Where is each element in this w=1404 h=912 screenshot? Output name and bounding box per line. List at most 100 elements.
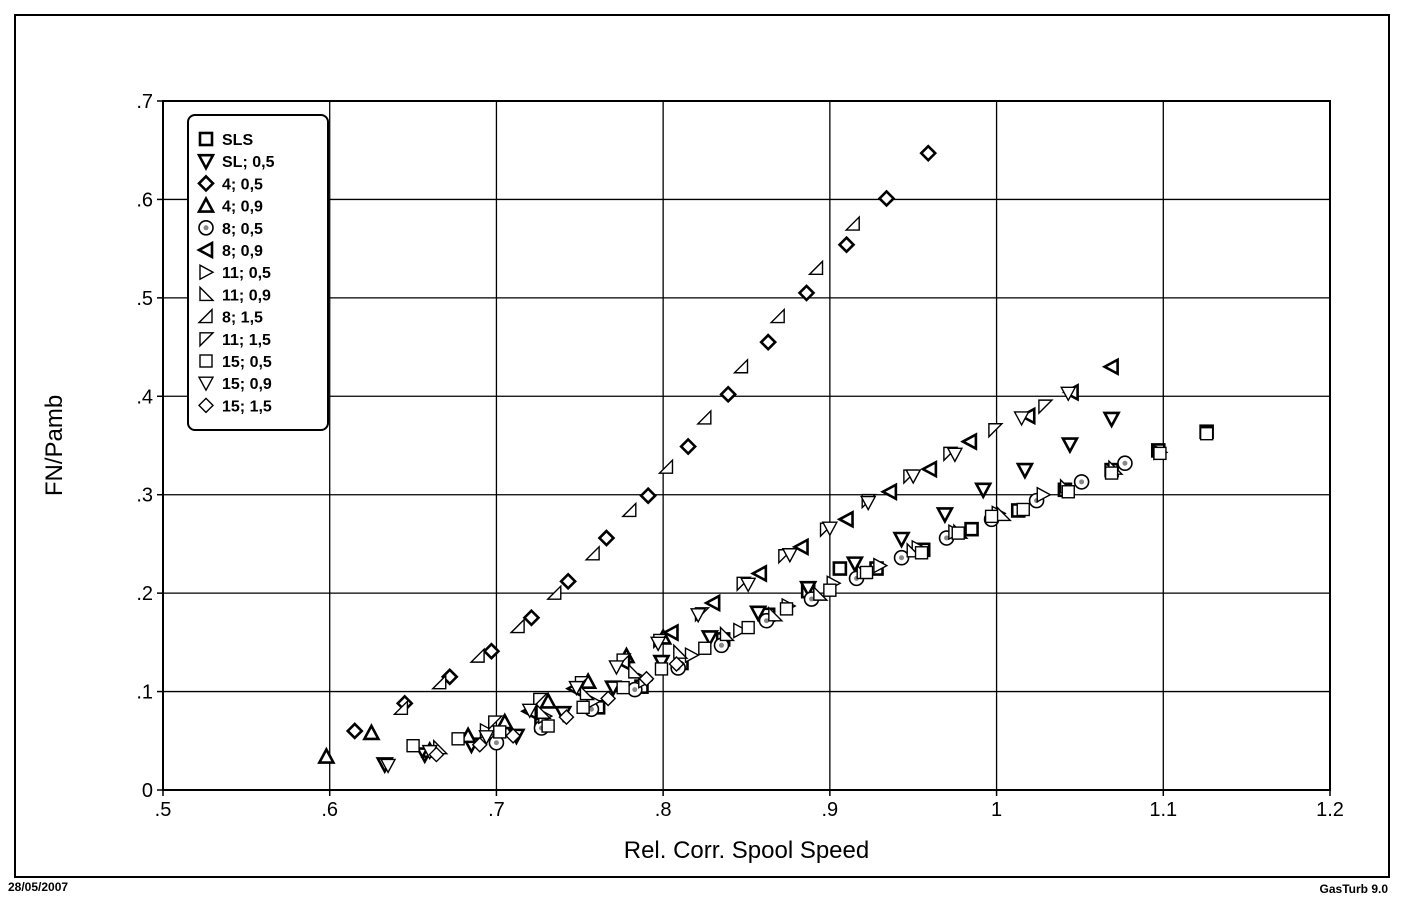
footer-date: 28/05/2007 bbox=[8, 880, 69, 894]
x-tick-label: 1.2 bbox=[1316, 799, 1344, 821]
data-point-series-8 bbox=[769, 307, 785, 324]
legend-entry: 15; 0,9 bbox=[222, 376, 272, 393]
legend-entry: 8; 0,9 bbox=[222, 243, 263, 260]
data-point-series-6 bbox=[1036, 486, 1052, 503]
data-point-series-5 bbox=[661, 623, 679, 642]
data-point-series-2 bbox=[919, 144, 938, 163]
legend-marker bbox=[197, 376, 215, 392]
data-point-series-5 bbox=[791, 537, 809, 557]
data-point-series-10 bbox=[779, 602, 794, 616]
data-point-series-11 bbox=[946, 447, 964, 463]
data-point-series-1 bbox=[799, 580, 818, 598]
legend-entry: 11; 0,9 bbox=[222, 287, 271, 304]
data-point-series-5 bbox=[703, 593, 721, 613]
data-point-series-10 bbox=[1061, 485, 1075, 499]
y-tick-label: .1 bbox=[136, 682, 153, 704]
legend-entry: 4; 0,5 bbox=[222, 176, 263, 193]
data-point-series-1 bbox=[974, 482, 993, 500]
legend-entry: 4; 0,9 bbox=[222, 199, 263, 216]
data-point-series-7 bbox=[996, 505, 1012, 522]
data-point-series-11 bbox=[739, 577, 757, 593]
data-point-series-1 bbox=[845, 556, 865, 574]
data-point-series-8 bbox=[732, 358, 749, 374]
data-point-series-8 bbox=[657, 458, 674, 474]
data-point-series-7 bbox=[673, 643, 689, 659]
data-point-series-2 bbox=[679, 437, 697, 456]
data-point-series-10 bbox=[823, 583, 837, 597]
legend-entry: 8; 0,5 bbox=[222, 221, 263, 238]
legend-marker bbox=[196, 195, 216, 213]
data-point-series-9 bbox=[488, 715, 504, 731]
data-point-series-10 bbox=[654, 662, 669, 676]
y-tick-label: .2 bbox=[136, 583, 153, 605]
data-point-series-10 bbox=[1153, 446, 1167, 461]
data-point-series-4 bbox=[893, 549, 910, 566]
data-point-series-4 bbox=[488, 734, 505, 751]
data-point-series-8 bbox=[584, 545, 600, 561]
plot-area bbox=[162, 100, 1331, 791]
data-point-series-11 bbox=[905, 469, 922, 485]
data-point-series-9 bbox=[988, 423, 1004, 439]
data-point-series-0 bbox=[964, 521, 979, 537]
legend-marker bbox=[199, 285, 215, 302]
y-tick-label: .6 bbox=[136, 189, 153, 211]
legend-marker bbox=[198, 397, 214, 414]
data-point-series-8 bbox=[469, 647, 485, 663]
data-point-series-11 bbox=[608, 660, 625, 676]
legend-marker bbox=[197, 174, 215, 193]
data-point-series-11 bbox=[1013, 411, 1030, 427]
data-point-series-3 bbox=[538, 691, 558, 709]
data-point-series-10 bbox=[1104, 466, 1119, 480]
data-point-series-10 bbox=[576, 700, 590, 715]
data-point-series-5 bbox=[960, 432, 978, 451]
legend-entry: SLS bbox=[222, 132, 253, 149]
data-point-series-12 bbox=[638, 670, 655, 687]
data-point-series-3 bbox=[317, 746, 336, 764]
data-point-series-10 bbox=[914, 546, 929, 560]
data-point-series-10 bbox=[493, 725, 507, 739]
legend-marker bbox=[199, 332, 215, 348]
legend: SLS SL; 0,5 4; 0,5 4; 0,9 8; 0,5 8; 0,9 11; 0,… bbox=[187, 114, 329, 431]
data-point-series-1 bbox=[1102, 411, 1121, 429]
data-point-series-11 bbox=[689, 608, 707, 624]
data-point-series-10 bbox=[1199, 426, 1214, 441]
data-point-series-12 bbox=[600, 690, 617, 707]
y-tick-label: .7 bbox=[136, 91, 153, 113]
data-point-series-1 bbox=[892, 531, 911, 549]
data-point-series-12 bbox=[428, 746, 445, 763]
data-point-series-6 bbox=[733, 622, 749, 639]
data-point-series-7 bbox=[628, 663, 644, 679]
data-point-series-9 bbox=[1038, 399, 1054, 415]
data-point-series-11 bbox=[568, 680, 585, 697]
data-point-series-9 bbox=[533, 692, 549, 709]
data-point-series-10 bbox=[984, 509, 999, 524]
data-point-series-8 bbox=[431, 674, 447, 690]
legend-entry: 11; 0,5 bbox=[222, 265, 271, 282]
data-point-series-11 bbox=[379, 758, 397, 774]
x-tick-label: .7 bbox=[488, 799, 505, 821]
data-point-series-7 bbox=[719, 625, 736, 642]
data-point-series-8 bbox=[844, 215, 860, 231]
data-point-series-10 bbox=[951, 526, 965, 540]
data-point-series-1 bbox=[700, 630, 719, 648]
data-point-series-5 bbox=[920, 459, 938, 479]
data-point-series-2 bbox=[522, 608, 541, 627]
plot-frame bbox=[14, 14, 1390, 878]
data-points bbox=[317, 144, 1214, 775]
data-point-series-11 bbox=[1060, 386, 1077, 402]
data-point-series-2 bbox=[837, 235, 856, 254]
data-point-series-5 bbox=[750, 564, 768, 583]
y-tick-label: .5 bbox=[136, 288, 153, 310]
data-point-series-10 bbox=[741, 620, 755, 635]
data-point-series-0 bbox=[832, 561, 848, 576]
legend-marker bbox=[196, 153, 216, 171]
data-point-series-8 bbox=[621, 501, 637, 518]
footer-software: GasTurb 9.0 bbox=[1319, 882, 1388, 896]
data-point-series-11 bbox=[521, 703, 538, 719]
x-tick-label: 1.1 bbox=[1149, 799, 1177, 821]
data-point-series-4 bbox=[1073, 474, 1090, 490]
data-point-series-2 bbox=[877, 189, 896, 208]
data-point-series-7 bbox=[768, 606, 784, 622]
data-point-series-2 bbox=[345, 722, 364, 740]
